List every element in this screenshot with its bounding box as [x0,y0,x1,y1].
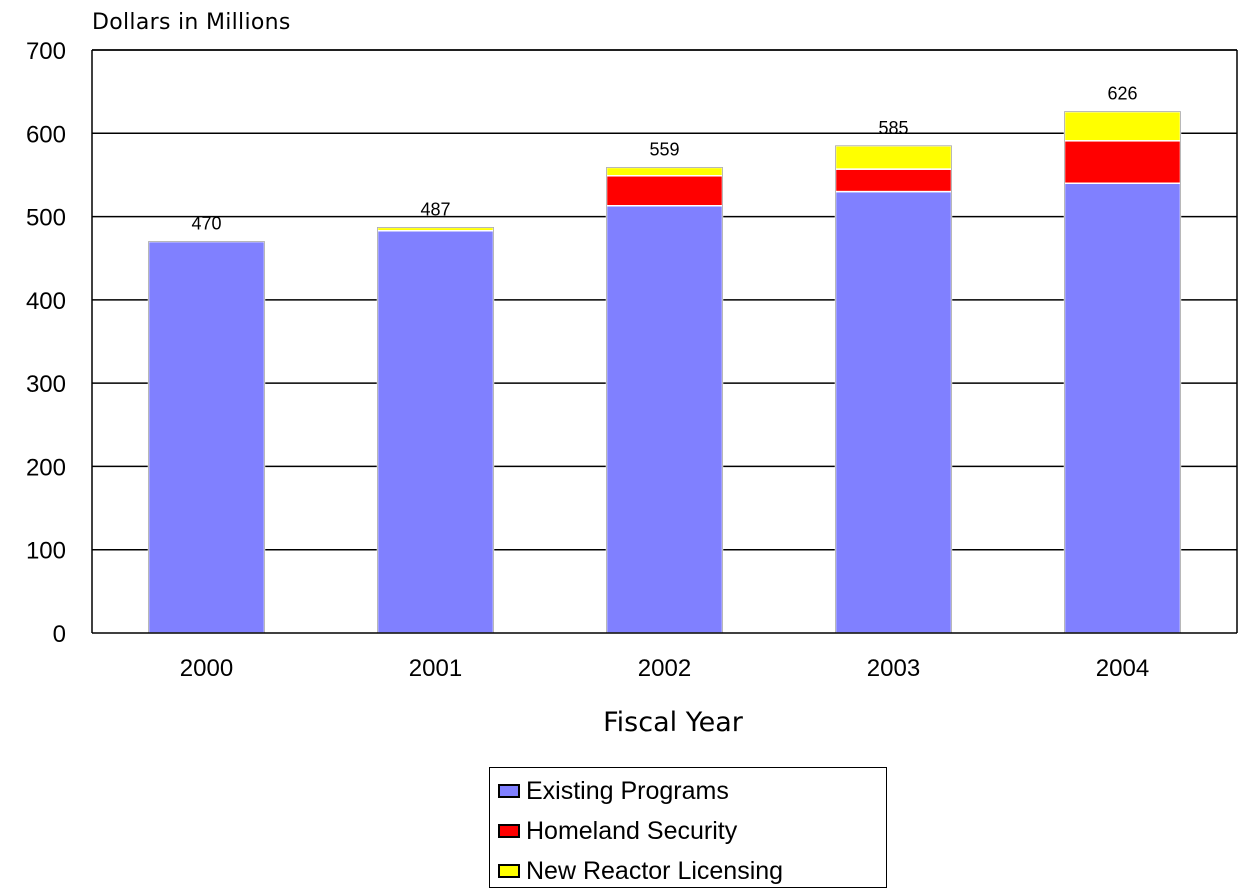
data-label-total: 585 [878,118,908,138]
data-label-total: 626 [1107,84,1137,104]
legend-label-new-reactor-licensing: New Reactor Licensing [526,856,784,885]
y-axis-title: Dollars in Millions [92,10,291,35]
y-tick-label: 600 [26,121,66,148]
data-label-total: 487 [420,199,450,219]
legend-swatch-homeland-security [498,824,520,838]
bar-new-reactor-licensing [1063,110,1182,142]
y-tick-label: 700 [26,38,66,65]
axes [91,49,1238,634]
labels: 0 100 200 300 400 500 600 700 470 2000 487 2001 559 2… [26,38,1149,682]
bar-new-reactor-licensing [376,226,495,232]
bar-existing-programs [1063,182,1182,634]
bar-existing-programs [605,204,724,634]
y-tick-label: 400 [26,288,66,315]
bar-chart: 0 100 200 300 400 500 600 700 470 2000 487 2001 559 2… [26,38,1238,682]
legend-item-new-reactor-licensing: New Reactor Licensing [498,856,783,886]
y-tick-label: 100 [26,538,66,565]
x-tick-label: 2002 [638,655,691,682]
bar-existing-programs [834,190,953,634]
bar-homeland-security [834,168,953,193]
y-tick-label: 300 [26,371,66,398]
legend: Existing Programs Homeland Security New … [489,767,887,888]
x-tick-label: 2001 [409,655,462,682]
bar-existing-programs [147,240,266,634]
x-axis-title: Fiscal Year [603,707,743,738]
y-tick-label: 200 [26,454,66,481]
bars [147,110,1182,634]
bar-new-reactor-licensing [834,145,953,170]
legend-swatch-existing-programs [498,784,520,798]
y-tick-label: 0 [53,621,66,648]
legend-label-existing-programs: Existing Programs [526,776,729,805]
bar-new-reactor-licensing [605,166,724,177]
x-tick-label: 2004 [1096,655,1149,682]
bar-existing-programs [376,229,495,634]
legend-item-homeland-security: Homeland Security [498,816,737,846]
data-label-total: 470 [191,214,221,234]
y-tick-label: 500 [26,205,66,232]
bar-homeland-security [605,175,724,207]
x-tick-label: 2000 [180,655,233,682]
legend-item-existing-programs: Existing Programs [498,776,729,806]
x-tick-label: 2003 [867,655,920,682]
data-label-total: 559 [649,139,679,159]
legend-label-homeland-security: Homeland Security [526,816,738,845]
legend-swatch-new-reactor-licensing [498,864,520,878]
bar-homeland-security [1063,140,1182,185]
